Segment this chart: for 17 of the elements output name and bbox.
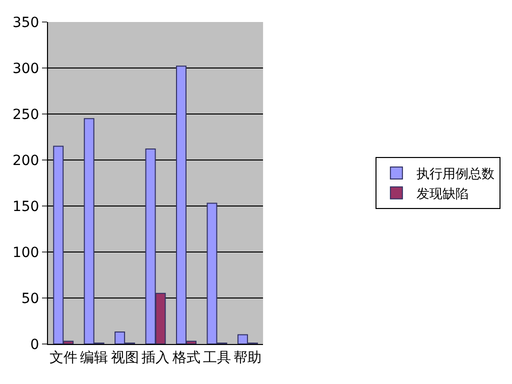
y-tick-label: 200 [12, 152, 40, 169]
x-tick-label: 编辑 [80, 350, 108, 366]
x-tick-label: 视图 [110, 350, 139, 366]
legend-label: 发现缺陷 [416, 186, 468, 202]
y-tick-label: 250 [12, 106, 40, 123]
y-tick-label: 50 [21, 290, 40, 307]
x-tick-label: 格式 [171, 350, 200, 366]
x-tick-label: 帮助 [234, 350, 262, 366]
y-tick-label: 350 [12, 14, 40, 31]
y-tick-label: 300 [12, 60, 40, 77]
x-tick-label: 插入 [142, 350, 170, 366]
legend-label: 执行用例总数 [416, 167, 494, 182]
y-tick-label: 150 [12, 198, 40, 215]
y-tick-label: 0 [30, 336, 40, 353]
y-tick-label: 100 [12, 244, 40, 261]
x-tick-label: 文件 [49, 350, 78, 366]
x-tick-label: 工具 [202, 350, 231, 366]
